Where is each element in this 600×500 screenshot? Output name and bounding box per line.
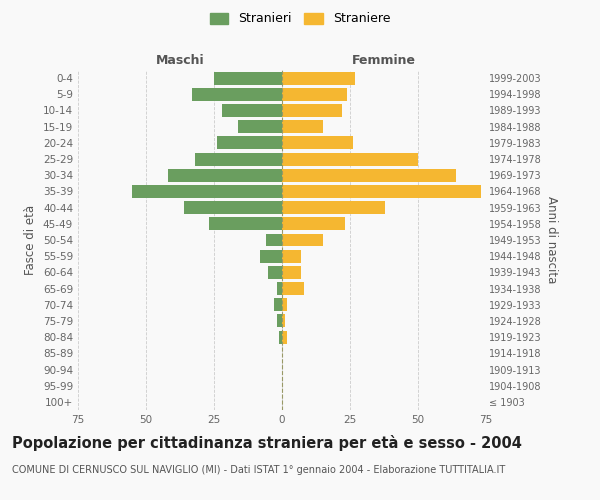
- Bar: [282, 330, 287, 344]
- Bar: [282, 218, 344, 230]
- Bar: [282, 282, 304, 295]
- Bar: [282, 152, 418, 166]
- Text: Maschi: Maschi: [155, 54, 205, 68]
- Bar: [192, 88, 282, 101]
- Bar: [282, 136, 353, 149]
- Bar: [168, 169, 282, 181]
- Bar: [184, 201, 282, 214]
- Bar: [282, 72, 355, 85]
- Bar: [282, 266, 301, 279]
- Text: Femmine: Femmine: [352, 54, 416, 68]
- Y-axis label: Anni di nascita: Anni di nascita: [545, 196, 558, 284]
- Y-axis label: Fasce di età: Fasce di età: [25, 205, 37, 275]
- Bar: [282, 250, 301, 262]
- Bar: [282, 88, 347, 101]
- Bar: [282, 169, 456, 181]
- Bar: [282, 201, 385, 214]
- Bar: [209, 218, 282, 230]
- Bar: [195, 152, 282, 166]
- Bar: [279, 330, 282, 344]
- Bar: [266, 234, 282, 246]
- Bar: [274, 298, 282, 311]
- Text: COMUNE DI CERNUSCO SUL NAVIGLIO (MI) - Dati ISTAT 1° gennaio 2004 - Elaborazione: COMUNE DI CERNUSCO SUL NAVIGLIO (MI) - D…: [12, 465, 505, 475]
- Bar: [222, 104, 282, 117]
- Bar: [214, 72, 282, 85]
- Bar: [277, 314, 282, 328]
- Bar: [282, 104, 342, 117]
- Bar: [238, 120, 282, 133]
- Legend: Stranieri, Straniere: Stranieri, Straniere: [206, 8, 394, 29]
- Bar: [282, 314, 285, 328]
- Bar: [268, 266, 282, 279]
- Bar: [133, 185, 282, 198]
- Bar: [217, 136, 282, 149]
- Bar: [282, 298, 287, 311]
- Bar: [277, 282, 282, 295]
- Text: Popolazione per cittadinanza straniera per età e sesso - 2004: Popolazione per cittadinanza straniera p…: [12, 435, 522, 451]
- Bar: [282, 234, 323, 246]
- Bar: [260, 250, 282, 262]
- Bar: [282, 185, 481, 198]
- Bar: [282, 120, 323, 133]
